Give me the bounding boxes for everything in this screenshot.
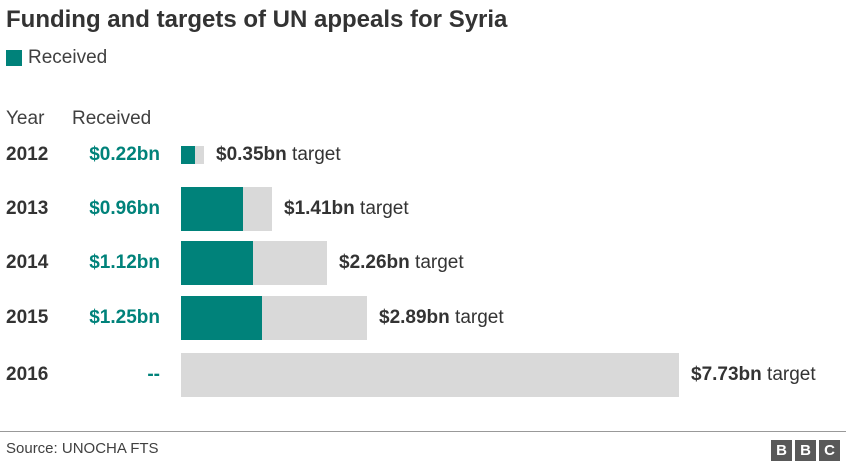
- legend-swatch-received: [6, 50, 22, 66]
- received-label-2015: $1.25bn: [89, 307, 160, 328]
- target-label-2016: $7.73bn target: [691, 364, 816, 386]
- target-label-2012: $0.35bn target: [216, 144, 341, 166]
- year-label-2015: 2015: [6, 307, 49, 328]
- target-value-2014: $2.26bn: [339, 252, 410, 273]
- bbc-logo: B B C: [771, 440, 840, 461]
- legend-label-received: Received: [28, 47, 108, 68]
- target-label-2015: $2.89bn target: [379, 307, 504, 329]
- legend: Received: [6, 46, 107, 70]
- target-suffix: target: [292, 144, 341, 165]
- logo-letter-b2: B: [795, 440, 816, 461]
- target-suffix: target: [360, 198, 409, 219]
- logo-letter-b1: B: [771, 440, 792, 461]
- target-value-2016: $7.73bn: [691, 364, 762, 385]
- chart-title: Funding and targets of UN appeals for Sy…: [6, 6, 508, 33]
- target-value-2015: $2.89bn: [379, 307, 450, 328]
- year-label-2014: 2014: [6, 252, 49, 273]
- target-bar-2016: [181, 353, 679, 397]
- target-value-2012: $0.35bn: [216, 144, 287, 165]
- logo-letter-c: C: [819, 440, 840, 461]
- year-label-2016: 2016: [6, 364, 49, 385]
- target-suffix: target: [415, 252, 464, 273]
- received-bar-2014: [181, 241, 253, 285]
- target-suffix: target: [455, 307, 504, 328]
- target-label-2013: $1.41bn target: [284, 198, 409, 220]
- year-label-2012: 2012: [6, 144, 49, 165]
- year-label-2013: 2013: [6, 198, 49, 219]
- target-label-2014: $2.26bn target: [339, 252, 464, 274]
- received-label-2014: $1.12bn: [89, 252, 160, 273]
- column-header-year: Year: [6, 108, 45, 129]
- column-header-received: Received: [72, 108, 152, 129]
- source-text: Source: UNOCHA FTS: [6, 440, 159, 457]
- received-label-2016: --: [147, 364, 160, 385]
- received-bar-2013: [181, 187, 243, 231]
- footer-divider: [0, 431, 846, 432]
- received-bar-2012: [181, 146, 195, 164]
- received-bar-2015: [181, 296, 262, 340]
- received-label-2012: $0.22bn: [89, 144, 160, 165]
- target-suffix: target: [767, 364, 816, 385]
- received-label-2013: $0.96bn: [89, 198, 160, 219]
- target-value-2013: $1.41bn: [284, 198, 355, 219]
